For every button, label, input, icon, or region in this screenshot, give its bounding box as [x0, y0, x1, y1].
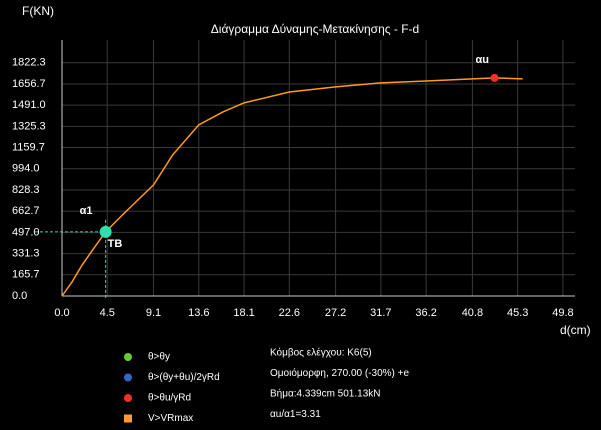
- y-tick-label: 1656.7: [12, 78, 46, 90]
- y-tick-label: 497.0: [12, 226, 40, 238]
- x-tick-label: 0.0: [54, 307, 69, 319]
- y-axis-label: F(KN): [22, 4, 54, 18]
- x-tick-label: 22.6: [279, 307, 300, 319]
- info-text: Βήμα:4.339cm 501.13kN: [270, 388, 381, 400]
- y-tick-label: 1491.0: [12, 99, 46, 111]
- info-text: αu/α1=3.31: [270, 409, 321, 420]
- legend-label: V>VRmax: [148, 413, 193, 424]
- info-text: Ομοιόμορφη, 270.00 (-30%) +e: [270, 367, 409, 379]
- y-tick-label: 1159.7: [12, 141, 45, 153]
- info-text: Κόμβος ελέγχου: K6(5): [270, 347, 372, 359]
- y-tick-label: 1822.3: [12, 57, 46, 69]
- x-tick-label: 31.7: [370, 307, 391, 319]
- marker: [99, 225, 112, 238]
- x-tick-label: 45.3: [507, 307, 528, 319]
- x-tick-label: 9.1: [146, 307, 161, 319]
- legend-swatch: [124, 353, 132, 361]
- marker-label: αu: [476, 54, 489, 66]
- data-line: [61, 77, 523, 297]
- legend-label: θ>θy: [148, 352, 170, 363]
- y-tick-label: 1325.3: [12, 120, 46, 132]
- x-tick-label: 18.1: [233, 307, 254, 319]
- x-tick-label: 4.5: [100, 307, 115, 319]
- chart-title: Διάγραμμα Δύναμης-Μετακίνησης - F-d: [211, 22, 419, 36]
- x-tick-label: 27.2: [325, 307, 346, 319]
- y-tick-label: 0.0: [12, 290, 27, 302]
- legend-swatch: [124, 414, 132, 423]
- legend-label: θ>θu/γRd: [148, 393, 191, 404]
- x-tick-label: 40.8: [462, 307, 483, 319]
- legend-swatch: [124, 394, 132, 402]
- marker-tag: TB: [108, 238, 123, 250]
- y-tick-label: 331.3: [12, 247, 40, 259]
- y-tick-label: 828.3: [12, 184, 40, 196]
- legend-swatch: [124, 373, 132, 382]
- y-tick-label: 165.7: [12, 269, 40, 281]
- marker: [490, 73, 499, 82]
- y-tick-label: 662.7: [12, 205, 40, 217]
- x-tick-label: 49.8: [552, 307, 573, 319]
- legend-label: θ>(θy+θu)/2γRd: [148, 372, 220, 383]
- x-tick-label: 13.6: [188, 307, 209, 319]
- x-axis-label: d(cm): [560, 323, 591, 337]
- marker-label: α1: [80, 205, 93, 217]
- x-tick-label: 36.2: [415, 307, 436, 319]
- y-tick-label: 994.0: [12, 163, 40, 175]
